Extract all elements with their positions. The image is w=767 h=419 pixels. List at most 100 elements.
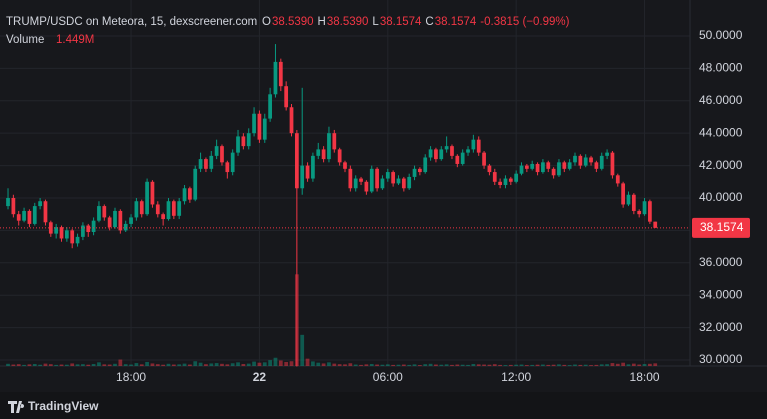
candle-body: [86, 225, 91, 233]
candle-body: [225, 162, 230, 173]
candle-body: [466, 149, 470, 153]
candle-body: [439, 149, 444, 160]
volume-bar: [262, 362, 267, 366]
candle-body: [193, 168, 198, 200]
candle-body: [230, 152, 235, 173]
candle-body: [48, 222, 53, 234]
x-tick-label: 18:00: [116, 370, 146, 384]
volume-bar: [22, 364, 26, 366]
candle-body: [262, 118, 267, 140]
volume-bar: [487, 364, 492, 366]
candle-body: [498, 181, 502, 186]
candle-body: [300, 165, 305, 189]
volume-bar: [471, 363, 476, 366]
volume-bar: [75, 364, 80, 366]
volume-bar: [236, 362, 240, 366]
volume-bar: [343, 364, 347, 366]
volume-bar: [43, 363, 48, 366]
candle-body: [364, 181, 369, 192]
y-tick-label: 46.0000: [699, 93, 743, 107]
candle-body: [214, 146, 219, 156]
candle-body: [43, 201, 48, 223]
volume-bar: [177, 364, 182, 366]
volume-bar: [118, 359, 123, 366]
volume-bar: [348, 363, 353, 366]
candle-body: [278, 61, 283, 87]
volume-bar: [107, 364, 112, 366]
volume-bar: [321, 363, 326, 366]
candle-body: [396, 178, 401, 184]
candle-body: [22, 210, 26, 221]
volume-bar: [204, 364, 208, 366]
candle-body: [241, 136, 246, 147]
candle-body: [428, 149, 433, 158]
candle-body: [514, 173, 519, 182]
candle-body: [155, 204, 160, 215]
y-tick-label: 32.0000: [699, 320, 743, 334]
volume-bar: [241, 363, 246, 366]
volume-bar: [6, 363, 10, 366]
candle-body: [246, 133, 251, 147]
candle-body: [621, 183, 626, 205]
volume-bar: [498, 364, 502, 366]
volume-bar: [514, 364, 519, 366]
candle-body: [450, 146, 454, 156]
volume-bar: [567, 365, 572, 366]
x-tick-label: 22: [253, 370, 267, 384]
candle-body: [482, 152, 486, 166]
candle-body: [129, 217, 133, 224]
volume-bar: [423, 364, 428, 366]
ohlc-value: 38.1574: [435, 16, 477, 28]
candle-body: [487, 165, 492, 173]
volume-bar: [551, 364, 556, 366]
candle-body: [305, 165, 310, 179]
volume-bar: [64, 364, 69, 366]
volume-bar: [615, 363, 620, 366]
candle-body: [209, 155, 214, 169]
volume-bar: [327, 362, 331, 366]
candle-body: [321, 149, 326, 160]
candle-body: [252, 113, 256, 134]
volume-bar: [546, 364, 551, 366]
candle-body: [418, 168, 422, 173]
candle-body: [220, 146, 224, 163]
candle-body: [434, 149, 438, 160]
candle-body: [91, 220, 96, 233]
candle-body: [123, 223, 128, 231]
volume-bar: [418, 365, 422, 366]
volume-bar: [626, 364, 631, 366]
chart-title: TRUMP/USDC on Meteora, 15, dexscreener.c…: [6, 16, 257, 28]
candle-body: [503, 178, 508, 186]
candle-body: [64, 230, 69, 239]
candle-body: [343, 162, 347, 169]
candle-body: [648, 201, 652, 222]
candle-body: [348, 168, 353, 189]
candle-body: [557, 162, 561, 176]
volume-bar: [482, 364, 486, 366]
candle-body: [273, 61, 278, 95]
volume-bar: [530, 364, 535, 366]
volume-bar: [129, 364, 133, 366]
candle-body: [107, 217, 112, 228]
y-tick-label: 36.0000: [699, 255, 743, 269]
volume-bar: [102, 364, 107, 366]
candle-body: [567, 162, 572, 169]
volume-bar: [230, 363, 235, 366]
y-tick-label: 50.0000: [699, 28, 743, 42]
volume-bar: [369, 363, 374, 366]
y-tick-label: 34.0000: [699, 287, 743, 301]
candle-body: [460, 152, 465, 164]
volume-bar: [385, 364, 390, 366]
volume-bar: [573, 364, 577, 366]
volume-bar: [631, 363, 636, 366]
volume-bar: [562, 364, 567, 366]
y-tick-label: 44.0000: [699, 125, 743, 139]
volume-bar: [583, 364, 588, 366]
candle-body: [75, 236, 80, 244]
candle-body: [551, 168, 556, 176]
volume-bar: [311, 361, 315, 366]
candle-body: [626, 194, 631, 205]
candle-body: [359, 178, 363, 182]
volume-bar: [300, 334, 305, 366]
ohlc-value: 38.1574: [380, 16, 422, 28]
